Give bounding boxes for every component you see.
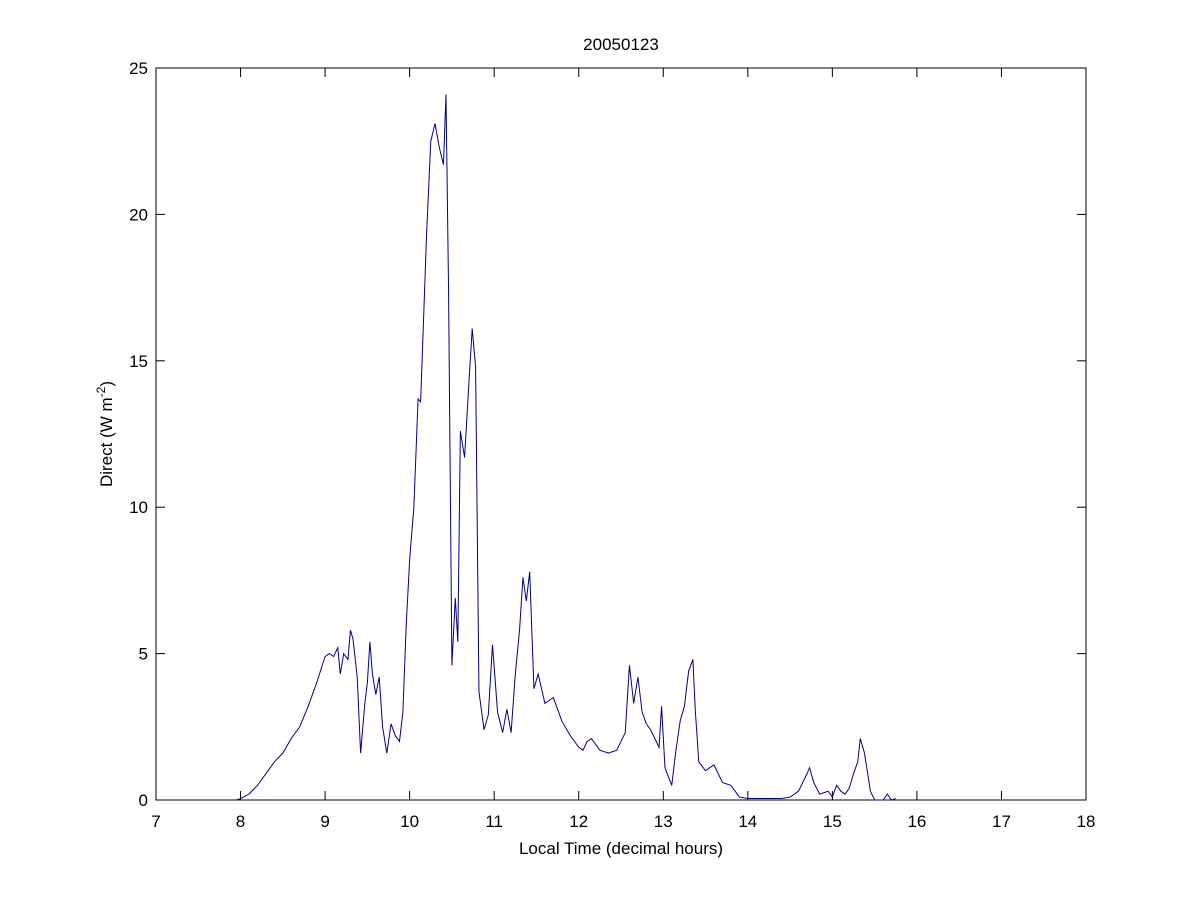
- y-axis-title-suffix: ): [97, 381, 116, 387]
- y-tick-label: 20: [129, 205, 148, 224]
- x-tick-label: 14: [738, 812, 757, 831]
- y-axis-title: Direct (W m-2): [94, 381, 116, 487]
- x-tick-label: 12: [569, 812, 588, 831]
- y-axis-title-base: Direct (W m: [97, 397, 116, 487]
- y-tick-label: 5: [139, 645, 148, 664]
- y-tick-label: 0: [139, 791, 148, 810]
- x-tick-label: 7: [151, 812, 160, 831]
- x-axis: 7 8 9 10 11 12 13 14 15 16 17 18: [151, 68, 1095, 831]
- plot-area: [155, 67, 1087, 801]
- chart-title: 20050123: [583, 35, 659, 54]
- series-line: [236, 94, 896, 801]
- y-tick-label: 15: [129, 352, 148, 371]
- y-axis: 0 5 10 15 20 25: [129, 59, 1086, 810]
- x-tick-label: 8: [236, 812, 245, 831]
- x-tick-label: 18: [1077, 812, 1096, 831]
- y-axis-title-superscript: -2: [94, 386, 108, 397]
- y-tick-label: 10: [129, 498, 148, 517]
- x-tick-label: 9: [320, 812, 329, 831]
- x-tick-label: 11: [485, 812, 503, 831]
- x-tick-label: 17: [992, 812, 1011, 831]
- x-tick-label: 15: [823, 812, 842, 831]
- y-tick-label: 25: [129, 59, 148, 78]
- x-tick-label: 10: [400, 812, 419, 831]
- x-tick-label: 16: [907, 812, 926, 831]
- x-axis-title: Local Time (decimal hours): [519, 839, 723, 858]
- x-tick-label: 13: [654, 812, 673, 831]
